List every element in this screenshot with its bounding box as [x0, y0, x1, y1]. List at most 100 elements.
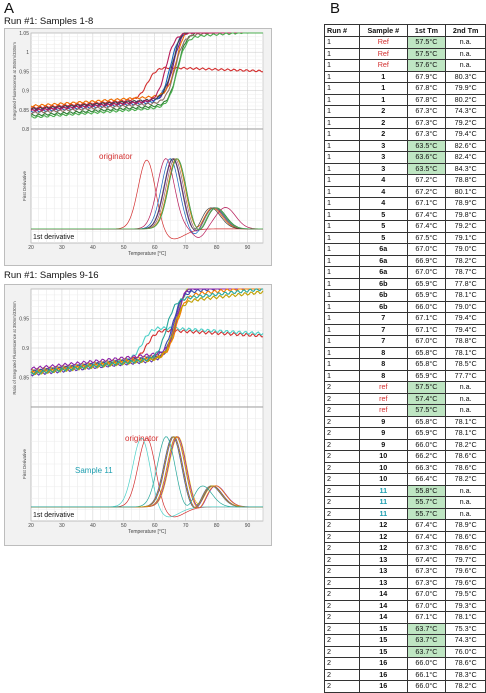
cell-sample: 1 — [358, 93, 408, 106]
table-row: 1 7 67.1°C 79.4°C — [324, 323, 486, 336]
cell-tm2: 74.3°C — [445, 105, 486, 118]
cell-tm2: 82.6°C — [445, 139, 486, 152]
tm-table: Run # Sample # 1st Tm 2nd Tm 1 Ref 57.5°C n… — [324, 24, 486, 693]
cell-run: 2 — [324, 392, 360, 405]
cell-run: 1 — [324, 266, 360, 279]
derivative-annotation: 1st derivative — [33, 512, 74, 519]
cell-run: 1 — [324, 82, 360, 95]
cell-tm2: n.a. — [445, 507, 486, 520]
cell-tm2: 79.6°C — [445, 576, 486, 589]
cell-tm2: n.a. — [445, 496, 486, 509]
cell-tm2: 80.3°C — [445, 70, 486, 83]
cell-sample: 4 — [358, 174, 408, 187]
table-row: 1 7 67.1°C 79.4°C — [324, 312, 486, 325]
cell-sample: 4 — [358, 197, 408, 210]
cell-tm2: 78.9°C — [445, 519, 486, 532]
cell-tm2: n.a. — [445, 59, 486, 72]
panel-a-letter: A — [4, 0, 15, 17]
cell-run: 1 — [324, 70, 360, 83]
derivative-annotation: 1st derivative — [33, 234, 74, 241]
cell-tm2: 78.6°C — [445, 461, 486, 474]
cell-tm1: 67.1°C — [406, 312, 447, 325]
x-tick-label: 80 — [214, 523, 220, 529]
cell-sample: 4 — [358, 185, 408, 198]
x-tick-label: 90 — [245, 523, 251, 529]
cell-run: 1 — [324, 335, 360, 348]
table-row: 2 10 66.2°C 78.6°C — [324, 450, 486, 463]
derivative-y-axis-label: First Derivative — [22, 171, 27, 202]
table-row: 1 6b 66.0°C 79.0°C — [324, 300, 486, 313]
cell-sample: 7 — [358, 335, 408, 348]
cell-tm1: 65.8°C — [406, 415, 447, 428]
table-row: 2 15 63.7°C 76.0°C — [324, 645, 486, 658]
cell-tm1: 67.0°C — [406, 588, 447, 601]
col-header-run: Run # — [324, 24, 360, 37]
table-row: 1 3 63.5°C 82.6°C — [324, 139, 486, 152]
cell-run: 1 — [324, 174, 360, 187]
cell-run: 2 — [324, 588, 360, 601]
table-row: 2 10 66.3°C 78.6°C — [324, 461, 486, 474]
table-row: 2 13 67.3°C 79.6°C — [324, 565, 486, 578]
ratio-series-line — [30, 288, 263, 371]
cell-sample: 1 — [358, 70, 408, 83]
cell-tm2: n.a. — [445, 381, 486, 394]
table-row: 2 14 67.0°C 79.3°C — [324, 599, 486, 612]
table-row: 2 13 67.4°C 79.7°C — [324, 553, 486, 566]
cell-sample: 6b — [358, 289, 408, 302]
cell-run: 1 — [324, 254, 360, 267]
table-row: 2 9 65.9°C 78.1°C — [324, 427, 486, 440]
cell-run: 2 — [324, 645, 360, 658]
cell-sample: 8 — [358, 346, 408, 359]
cell-tm1: 67.3°C — [406, 565, 447, 578]
cell-tm1: 67.8°C — [406, 82, 447, 95]
table-row: 1 2 67.3°C 79.2°C — [324, 116, 486, 129]
table-row: 1 5 67.4°C 79.2°C — [324, 220, 486, 233]
chart2-svg: 0.85 0.9 0.95 20 30 40 50 60 70 80 90 Temperature [… — [12, 288, 264, 535]
cell-run: 2 — [324, 427, 360, 440]
cell-tm1: 67.1°C — [406, 197, 447, 210]
cell-sample: 6a — [358, 266, 408, 279]
cell-tm2: 79.3°C — [445, 599, 486, 612]
cell-run: 1 — [324, 151, 360, 164]
cell-run: 1 — [324, 289, 360, 302]
cell-sample: 8 — [358, 358, 408, 371]
derivative-y-axis-label: First Derivative — [22, 449, 27, 480]
cell-run: 2 — [324, 496, 360, 509]
cell-tm2: 79.5°C — [445, 588, 486, 601]
cell-run: 1 — [324, 59, 360, 72]
table-row: 1 6b 65.9°C 77.8°C — [324, 277, 486, 290]
cell-run: 1 — [324, 116, 360, 129]
x-tick-label: 40 — [90, 523, 96, 529]
table-row: 1 5 67.5°C 79.1°C — [324, 231, 486, 244]
cell-tm2: 78.5°C — [445, 358, 486, 371]
cell-tm2: 78.6°C — [445, 657, 486, 670]
cell-tm2: n.a. — [445, 47, 486, 60]
cell-tm2: 79.1°C — [445, 231, 486, 244]
cell-sample: 13 — [358, 553, 408, 566]
cell-tm1: 63.7°C — [406, 634, 447, 647]
cell-tm1: 63.7°C — [406, 622, 447, 635]
cell-run: 1 — [324, 47, 360, 60]
cell-sample: 7 — [358, 312, 408, 325]
cell-tm1: 63.7°C — [406, 645, 447, 658]
table-row: 1 6b 65.9°C 78.1°C — [324, 289, 486, 302]
cell-run: 2 — [324, 680, 360, 693]
cell-tm1: 67.1°C — [406, 611, 447, 624]
cell-tm1: 67.0°C — [406, 243, 447, 256]
x-tick-label: 20 — [28, 523, 34, 529]
cell-tm1: 66.0°C — [406, 300, 447, 313]
cell-tm1: 67.3°C — [406, 116, 447, 129]
x-tick-label: 30 — [59, 245, 65, 251]
cell-tm2: 79.9°C — [445, 82, 486, 95]
x-tick-label: 40 — [90, 245, 96, 251]
cell-tm2: 78.7°C — [445, 266, 486, 279]
cell-sample: 3 — [358, 151, 408, 164]
ratio-series-line — [31, 32, 263, 119]
cell-sample: 12 — [358, 542, 408, 555]
cell-tm1: 63.5°C — [406, 139, 447, 152]
cell-tm1: 66.1°C — [406, 668, 447, 681]
cell-run: 2 — [324, 553, 360, 566]
cell-tm1: 66.0°C — [406, 657, 447, 670]
table-row: 2 11 55.7°C n.a. — [324, 507, 486, 520]
x-axis-label: Temperature [°C] — [128, 251, 166, 257]
